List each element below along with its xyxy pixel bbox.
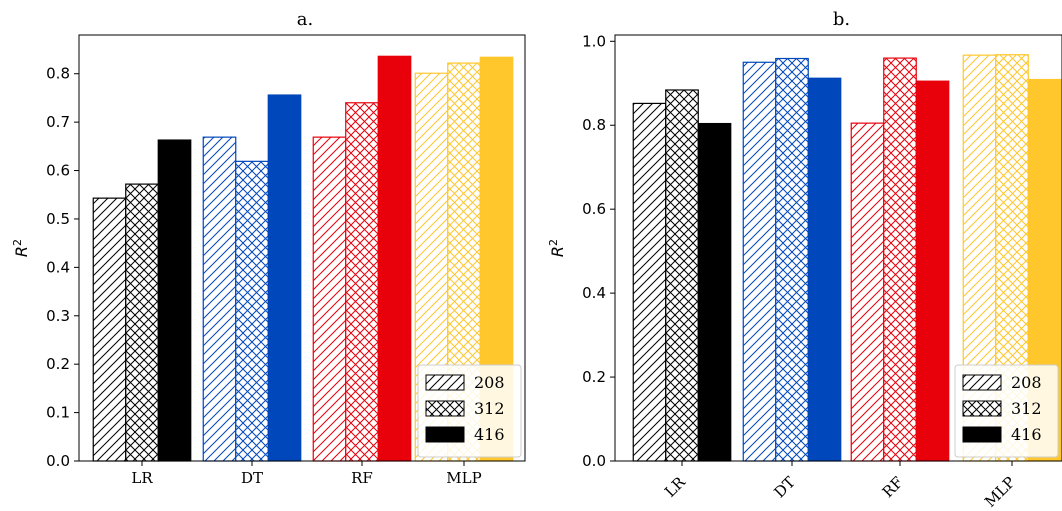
y-tick-label: 0.0 <box>46 452 70 470</box>
legend-swatch-208 <box>425 374 465 391</box>
legend-swatch-208 <box>962 374 1002 391</box>
x-tick-label-mlp: MLP <box>981 473 1019 511</box>
y-tick-label: 0.6 <box>46 162 70 180</box>
legend: 208 312 416 <box>417 364 522 458</box>
y-tick-label: 0.2 <box>582 368 606 386</box>
bar-lr-416 <box>697 122 732 462</box>
y-axis-label: R2 <box>11 239 31 257</box>
y-tick-label: 0.4 <box>46 258 70 276</box>
legend-label-208: 208 <box>474 373 505 392</box>
bar-lr-312 <box>125 183 159 462</box>
legend: 208 312 416 <box>954 364 1059 458</box>
bar-dt-312 <box>775 57 809 462</box>
y-tick-label: 0.8 <box>46 65 70 83</box>
x-tick-label-lr: LR <box>131 469 153 487</box>
bar-rf-312 <box>345 102 379 462</box>
legend-label-312: 312 <box>1011 399 1042 418</box>
y-tick-label: 1.0 <box>582 32 606 50</box>
x-tick-label-lr: LR <box>661 473 689 501</box>
bar-rf-416 <box>377 55 412 462</box>
legend-label-208: 208 <box>1011 373 1042 392</box>
y-tick-label: 0.7 <box>46 113 70 131</box>
x-tick-label-rf: RF <box>879 473 907 501</box>
chart-panel-a: 0.0 0.1 0.2 0.3 0.4 0.5 0.6 0.7 0.8 LR DT RF MLP a. R2… <box>11 9 526 487</box>
bar-rf-312 <box>883 57 917 462</box>
legend-swatch-416 <box>962 426 1002 443</box>
chart-title: b. <box>833 9 850 30</box>
bar-dt-208 <box>202 136 237 462</box>
chart-title: a. <box>297 9 313 30</box>
y-tick-label: 0.2 <box>46 355 70 373</box>
legend-label-416: 416 <box>474 425 505 444</box>
bar-lr-416 <box>157 139 192 462</box>
bar-dt-208 <box>742 61 777 462</box>
legend-swatch-312 <box>425 400 465 417</box>
x-tick-label-dt: DT <box>771 473 799 501</box>
bar-rf-416 <box>915 80 950 462</box>
x-tick-label-dt: DT <box>241 469 263 487</box>
x-tick-label-mlp: MLP <box>446 469 481 487</box>
bar-rf-208 <box>312 136 347 462</box>
y-axis-label: R2 <box>547 239 567 257</box>
x-tick-label-rf: RF <box>351 469 373 487</box>
y-tick-label: 0.4 <box>582 284 606 302</box>
bar-lr-312 <box>665 89 699 462</box>
bar-lr-208 <box>632 102 667 462</box>
bar-dt-416 <box>267 94 302 462</box>
y-tick-label: 0.3 <box>46 307 70 325</box>
bar-rf-208 <box>850 122 885 462</box>
bar-lr-208 <box>92 197 127 462</box>
legend-swatch-312 <box>962 400 1002 417</box>
legend-label-416: 416 <box>1011 425 1042 444</box>
bar-dt-312 <box>235 160 269 462</box>
bar-dt-416 <box>807 77 842 462</box>
legend-label-312: 312 <box>474 399 505 418</box>
axes-frame <box>78 34 526 462</box>
y-tick-label: 0.5 <box>46 210 70 228</box>
y-tick-label: 0.6 <box>582 200 606 218</box>
y-tick-label: 0.1 <box>46 404 70 422</box>
chart-panel-b: 0.0 0.2 0.4 0.6 0.8 1.0 LR DT RF MLP b. R2 208 312 416 <box>547 9 1062 511</box>
y-tick-label: 0.0 <box>582 452 606 470</box>
axes-frame <box>614 34 1062 462</box>
y-tick-label: 0.8 <box>582 116 606 134</box>
legend-swatch-416 <box>425 426 465 443</box>
